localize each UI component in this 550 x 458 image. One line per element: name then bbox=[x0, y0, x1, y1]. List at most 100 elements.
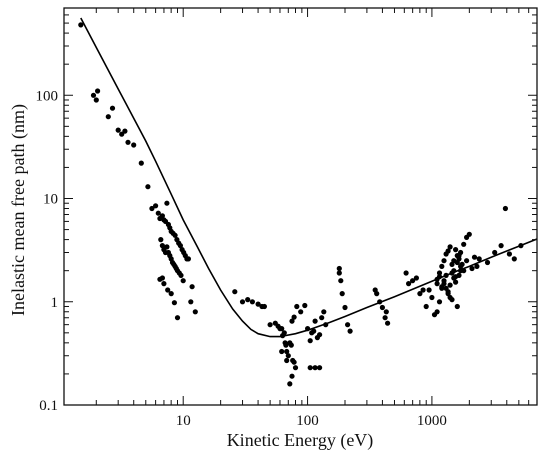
data-point bbox=[189, 284, 195, 290]
data-point bbox=[459, 261, 465, 267]
data-point bbox=[410, 278, 416, 284]
data-point bbox=[453, 279, 459, 285]
data-point bbox=[287, 381, 293, 387]
data-point bbox=[413, 275, 419, 281]
data-point bbox=[283, 342, 289, 348]
data-point bbox=[294, 303, 300, 310]
data-point bbox=[498, 243, 504, 249]
data-point bbox=[90, 92, 97, 98]
data-point bbox=[447, 244, 453, 250]
data-point bbox=[149, 205, 155, 212]
data-point bbox=[188, 299, 194, 305]
data-point bbox=[168, 291, 174, 297]
data-point bbox=[383, 309, 389, 315]
data-point bbox=[249, 299, 255, 305]
data-point bbox=[291, 314, 297, 320]
data-point bbox=[439, 263, 445, 269]
data-point bbox=[474, 263, 480, 269]
x-tick-label: 1000 bbox=[417, 413, 447, 429]
data-point bbox=[289, 373, 295, 379]
data-point bbox=[429, 294, 435, 301]
data-point bbox=[285, 353, 291, 359]
data-point bbox=[321, 309, 327, 315]
data-point bbox=[511, 256, 517, 262]
data-point bbox=[174, 315, 181, 321]
data-point bbox=[441, 258, 447, 264]
data-point bbox=[302, 302, 308, 309]
data-point bbox=[281, 330, 287, 336]
data-point bbox=[93, 97, 99, 103]
data-point bbox=[441, 281, 447, 287]
data-point bbox=[379, 304, 385, 311]
data-point bbox=[445, 289, 451, 295]
y-axis-title: Inelastic mean free path (nm) bbox=[8, 104, 29, 316]
data-point bbox=[312, 318, 318, 324]
x-axis-title: Kinetic Energy (eV) bbox=[227, 430, 374, 451]
data-point bbox=[159, 275, 165, 281]
data-point bbox=[382, 315, 388, 321]
data-point bbox=[312, 365, 318, 371]
data-point bbox=[423, 303, 429, 310]
data-point bbox=[279, 348, 285, 355]
data-point bbox=[506, 251, 512, 257]
data-point bbox=[153, 203, 159, 209]
data-point bbox=[434, 281, 440, 287]
data-point bbox=[317, 332, 323, 338]
data-point bbox=[426, 287, 432, 293]
data-point bbox=[292, 365, 299, 371]
data-point bbox=[466, 231, 472, 237]
y-tick-label: 1 bbox=[51, 295, 59, 311]
axes-layer bbox=[63, 7, 538, 406]
data-point bbox=[159, 213, 165, 219]
data-point bbox=[261, 303, 267, 310]
data-point bbox=[345, 322, 351, 328]
data-point bbox=[291, 359, 297, 365]
data-point bbox=[336, 265, 342, 272]
data-point bbox=[339, 291, 345, 297]
data-point bbox=[288, 342, 294, 348]
data-point bbox=[284, 357, 290, 364]
data-point bbox=[138, 160, 144, 166]
data-point bbox=[122, 128, 128, 134]
data-point bbox=[374, 291, 380, 297]
y-tick-label: 100 bbox=[36, 88, 59, 104]
data-point bbox=[449, 297, 455, 303]
data-point bbox=[476, 256, 482, 262]
data-point bbox=[458, 249, 464, 256]
data-point bbox=[436, 270, 443, 276]
data-point bbox=[319, 315, 325, 321]
data-point bbox=[109, 105, 116, 111]
data-point bbox=[171, 300, 177, 306]
data-point bbox=[454, 303, 460, 310]
data-point bbox=[239, 299, 246, 305]
data-point bbox=[454, 259, 460, 266]
data-point bbox=[115, 127, 121, 133]
data-point bbox=[436, 299, 443, 305]
data-point bbox=[164, 200, 170, 206]
plot-layer bbox=[78, 17, 538, 387]
x-tick-label: 100 bbox=[296, 413, 319, 429]
data-point bbox=[145, 184, 151, 190]
data-point bbox=[403, 270, 409, 276]
data-point bbox=[172, 232, 178, 238]
data-point bbox=[342, 304, 348, 311]
data-point bbox=[461, 241, 467, 247]
data-point bbox=[417, 291, 423, 297]
data-point bbox=[307, 338, 313, 344]
data-point bbox=[445, 248, 451, 254]
data-point bbox=[347, 328, 353, 334]
data-point bbox=[298, 309, 304, 315]
data-point bbox=[317, 365, 323, 371]
data-point bbox=[385, 320, 391, 326]
data-point bbox=[161, 281, 167, 287]
data-point bbox=[125, 139, 131, 145]
data-point bbox=[255, 301, 261, 307]
data-point bbox=[119, 131, 125, 137]
data-point bbox=[406, 281, 412, 287]
data-point bbox=[492, 249, 498, 256]
ticks-layer: 10 100 1000 0.1 1 10 100 bbox=[36, 7, 538, 429]
data-point bbox=[434, 309, 440, 315]
data-point bbox=[453, 247, 459, 253]
data-point bbox=[484, 259, 491, 266]
